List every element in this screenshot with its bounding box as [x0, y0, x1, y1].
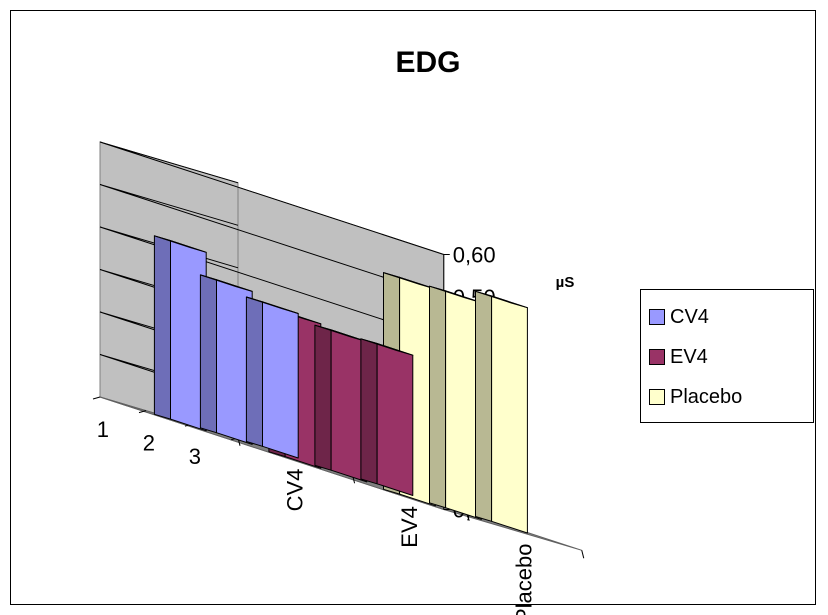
bar-cv4-1: [153, 235, 207, 432]
gridline: [99, 141, 444, 255]
bar-top-face: [153, 235, 207, 253]
bar-front-face: [262, 301, 299, 459]
bar-ev4-3: [360, 338, 414, 496]
y-tick-label: 0,60: [453, 243, 496, 268]
depth-tick: [138, 410, 147, 414]
category-tick: [581, 550, 585, 559]
bar-placebo-3: [475, 290, 528, 534]
bar-side-face: [199, 274, 217, 434]
bar-front-face: [376, 343, 414, 496]
category-label: CV4: [282, 469, 307, 512]
legend-label-ev4: EV4: [670, 345, 708, 368]
legend-swatch-ev4: [649, 349, 665, 365]
bar-side-face: [429, 285, 447, 509]
legend-swatch-cv4: [649, 309, 665, 325]
bar-cv4-2: [199, 274, 253, 445]
bar-side-face: [475, 290, 493, 522]
bar-top-face: [475, 290, 528, 309]
bar-front-face: [491, 295, 528, 534]
chart-title: EDG: [395, 46, 460, 79]
y-axis-label: µS: [556, 274, 575, 291]
legend-label-placebo: Placebo: [670, 385, 743, 408]
bar-side-face: [314, 324, 332, 471]
depth-label: 3: [189, 444, 201, 469]
bar-side-face: [153, 235, 171, 420]
bar-top-face: [245, 296, 299, 314]
legend-item-placebo: Placebo: [649, 382, 742, 412]
bar-placebo-2: [429, 285, 482, 520]
legend-label-cv4: CV4: [670, 305, 709, 328]
legend-item-cv4: CV4: [649, 302, 709, 332]
legend-item-ev4: EV4: [649, 342, 708, 372]
bar-top-face: [360, 338, 414, 356]
depth-label: 1: [97, 417, 109, 442]
bar-top-face: [199, 274, 253, 292]
bar-cv4-3: [245, 296, 299, 459]
depth-label: 2: [143, 430, 155, 455]
category-label: EV4: [397, 506, 422, 548]
category-label: Placebo: [512, 544, 537, 615]
depth-tick: [92, 396, 101, 400]
legend: CV4 EV4 Placebo: [640, 289, 814, 423]
legend-swatch-placebo: [649, 389, 665, 405]
gridline: [99, 184, 444, 298]
bar-side-face: [360, 338, 378, 485]
bar-side-face: [245, 296, 263, 447]
bar-ev4-2: [314, 324, 368, 483]
